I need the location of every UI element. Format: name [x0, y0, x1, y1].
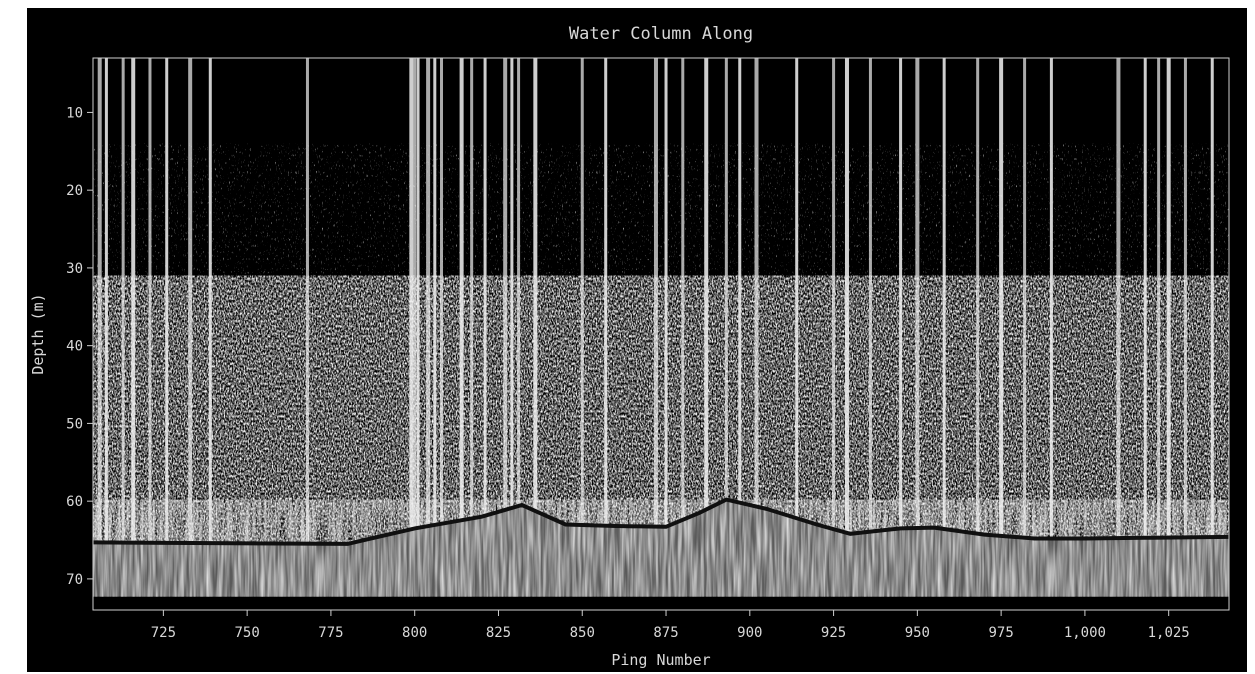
y-tick-label: 30 — [66, 261, 83, 277]
noise-spike — [517, 58, 521, 548]
below-seafloor — [93, 596, 1229, 610]
echogram-chart: Water Column Along 725 750 775 800 825 850 875… — [29, 24, 1230, 669]
noise-spike — [148, 58, 152, 548]
noise-spike — [1023, 58, 1027, 548]
noise-spike — [413, 58, 417, 548]
noise-spike — [188, 58, 193, 548]
noise-spike — [580, 58, 584, 548]
seafloor-texture — [93, 499, 1229, 597]
noise-spike — [510, 58, 514, 548]
noise-spike — [1157, 58, 1161, 548]
noise-spike — [681, 58, 685, 548]
noise-spike — [1116, 58, 1121, 548]
noise-spike — [165, 58, 169, 548]
noise-spike — [832, 58, 836, 548]
noise-spike — [208, 58, 212, 548]
y-tick-label: 10 — [66, 105, 83, 121]
y-tick-label: 40 — [66, 339, 83, 355]
noise-spike — [409, 58, 414, 548]
noise-spike — [754, 58, 759, 548]
plot-border — [92, 57, 1230, 611]
x-tick-label: 925 — [821, 625, 846, 641]
y-tick-label: 70 — [66, 572, 83, 588]
plot-area — [93, 58, 1229, 610]
noise-spike — [653, 58, 658, 548]
noise-spike — [704, 58, 709, 548]
y-tick-label: 60 — [66, 494, 83, 510]
noise-spike — [440, 58, 444, 548]
x-tick-label: 725 — [151, 625, 176, 641]
x-tick-label: 950 — [905, 625, 930, 641]
water-column-upper-echoes — [93, 143, 1229, 284]
x-tick-label: 850 — [570, 625, 595, 641]
x-tick-label: 750 — [234, 625, 259, 641]
noise-spike — [942, 58, 946, 548]
noise-spike — [844, 58, 849, 548]
water-column-lower-echoes — [93, 275, 1229, 548]
noise-spike — [915, 58, 920, 548]
x-axis-label: Ping Number — [611, 651, 710, 669]
noise-spike — [1166, 58, 1171, 548]
chart-title: Water Column Along — [569, 24, 753, 44]
y-axis-label: Depth (m) — [29, 293, 47, 374]
noise-spike — [1210, 58, 1214, 548]
noise-spike — [305, 58, 309, 548]
noise-spike — [664, 58, 668, 548]
noise-spike — [604, 58, 608, 548]
x-tick-label: 875 — [653, 625, 678, 641]
noise-spike — [104, 58, 108, 548]
noise-spike — [976, 58, 980, 548]
noise-spike — [1183, 58, 1187, 548]
noise-spike — [503, 58, 508, 548]
y-axis: 10 20 30 40 50 60 70 — [66, 105, 93, 588]
noise-spike — [795, 58, 799, 548]
x-tick-label: 1,025 — [1148, 625, 1190, 641]
noise-spike — [483, 58, 487, 548]
noise-spike — [1049, 58, 1053, 548]
seafloor-line — [93, 497, 1229, 546]
x-tick-label: 900 — [737, 625, 762, 641]
noise-spike — [470, 58, 474, 548]
noise-spike — [868, 58, 872, 548]
noise-spike — [533, 58, 538, 548]
x-tick-label: 975 — [988, 625, 1013, 641]
y-tick-label: 50 — [66, 416, 83, 432]
echogram-frame: Water Column Along 725 750 775 800 825 850 875… — [27, 8, 1247, 672]
x-tick-label: 775 — [318, 625, 343, 641]
noise-spike — [426, 58, 431, 548]
noise-spike — [121, 58, 125, 548]
noise-spike — [1143, 58, 1147, 548]
y-tick-label: 20 — [66, 183, 83, 199]
noise-spike — [899, 58, 903, 548]
x-tick-label: 1,000 — [1064, 625, 1106, 641]
noise-spike — [416, 58, 420, 548]
noise-spikes — [97, 58, 1214, 548]
noise-spike — [738, 58, 742, 548]
noise-spike — [433, 58, 437, 548]
x-tick-label: 800 — [402, 625, 427, 641]
noise-spike — [724, 58, 728, 548]
noise-spike — [999, 58, 1004, 548]
noise-spike — [131, 58, 136, 548]
noise-spike — [459, 58, 464, 548]
noise-spike — [97, 58, 102, 548]
x-axis: 725 750 775 800 825 850 875 900 925 950 975 1,000 1,… — [151, 610, 1190, 641]
x-tick-label: 825 — [486, 625, 511, 641]
